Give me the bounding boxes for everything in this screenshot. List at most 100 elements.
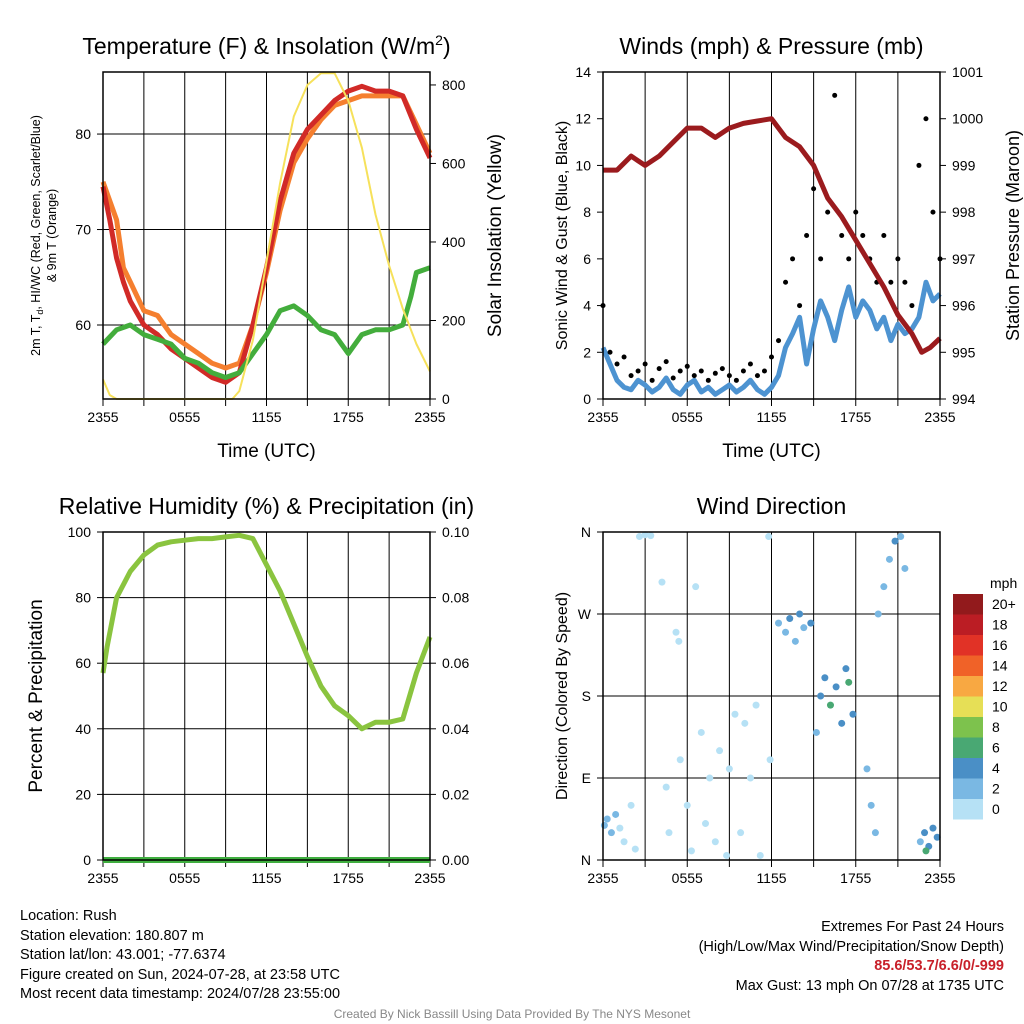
wind-direction-point <box>741 719 749 727</box>
wind-direction-point <box>880 583 888 591</box>
x-tick-label: 2355 <box>414 409 445 425</box>
legend-label: 12 <box>992 678 1008 694</box>
y-tick-label: 80 <box>75 126 91 142</box>
y-axis-label-line2: & 9m T (Orange) <box>45 189 59 282</box>
recent-data-text: Most recent data timestamp: 2024/07/28 2… <box>20 986 341 1002</box>
y-tick-label: 10 <box>575 157 591 173</box>
gust-point <box>804 233 810 238</box>
wind-direction-point <box>922 847 930 855</box>
legend-label: 20+ <box>992 596 1016 612</box>
wind-direction-point <box>838 719 846 727</box>
x-tick-label: 1155 <box>251 409 281 425</box>
wind-direction-point <box>921 829 929 837</box>
legend-swatch <box>953 676 983 697</box>
x-tick-label: 2355 <box>924 870 955 886</box>
wind-direction-point <box>662 783 670 791</box>
wind-direction-point <box>620 838 628 846</box>
gust-point <box>684 363 690 369</box>
x-tick-label: 0555 <box>169 409 200 425</box>
gust-point <box>642 361 648 367</box>
plot-frame <box>102 531 431 861</box>
wind-direction-point <box>845 678 853 686</box>
x-tick-label: 2355 <box>587 870 618 886</box>
gust-point <box>761 368 767 374</box>
wind-direction-point <box>723 851 731 859</box>
gust-point <box>621 354 627 360</box>
gust-point <box>825 209 831 215</box>
legend-label: 10 <box>992 699 1008 715</box>
wind-direction-point <box>842 665 850 673</box>
panel-title: Wind Direction <box>697 493 847 519</box>
gust-point <box>888 279 894 285</box>
location-text: Location: Rush <box>20 908 117 924</box>
x-tick-label: 2355 <box>87 870 118 886</box>
gust-point <box>769 354 774 360</box>
y-tick-label: E <box>582 770 591 786</box>
wind-direction-point <box>612 810 620 818</box>
station-info: Location: Rush Station elevation: 180.80… <box>20 907 340 1005</box>
y-label-part: 2m T, T <box>29 314 43 356</box>
x-tick-label: 1155 <box>756 409 786 425</box>
wind-direction-point <box>683 801 691 809</box>
x-axis-label: Time (UTC) <box>722 441 821 462</box>
gust-point <box>726 373 732 379</box>
y2-tick-label: 997 <box>952 251 976 267</box>
gust-point <box>811 186 817 192</box>
panel-title: Relative Humidity (%) & Precipitation (i… <box>59 493 474 519</box>
y2-tick-label: 800 <box>442 77 466 93</box>
td-line <box>101 265 431 380</box>
title-superscript: 2 <box>435 32 443 48</box>
y-tick-label: 2 <box>583 344 591 360</box>
panel-4: Wind Direction N E S W N 2355 0555 1155 1755 2355 D… <box>554 493 1017 886</box>
y2-tick-label: 1001 <box>952 64 983 80</box>
y2-tick-label: 0.06 <box>442 655 469 671</box>
title-end: ) <box>443 33 451 59</box>
gust-point <box>860 233 866 238</box>
credit-text: Created By Nick Bassill Using Data Provi… <box>333 1007 691 1021</box>
wind-direction-point <box>817 692 825 700</box>
gust-point <box>747 361 753 367</box>
x-tick-label: 1755 <box>840 870 871 886</box>
x-tick-label: 1755 <box>333 409 364 425</box>
legend-swatch <box>953 696 983 717</box>
y2-tick-label: 0.10 <box>442 524 469 540</box>
y-tick-label: 80 <box>75 590 91 606</box>
wind-direction-point <box>607 829 615 837</box>
gust-point <box>895 256 901 262</box>
wind-direction-point <box>658 578 666 586</box>
y2-tick-label: 0.08 <box>442 590 469 606</box>
gust-point <box>818 256 824 262</box>
wind-direction-point <box>775 619 783 627</box>
rh-line <box>100 532 433 732</box>
y2-axis-label: Station Pressure (Maroon) <box>1003 130 1023 341</box>
x-tick-label: 1155 <box>251 870 281 886</box>
x-tick-label: 0555 <box>672 409 703 425</box>
y2-tick-label: 999 <box>952 157 976 173</box>
y2-tick-label: 600 <box>442 155 466 171</box>
y2-tick-label: 1000 <box>952 111 983 127</box>
y2-tick-label: 996 <box>952 298 976 314</box>
legend-swatch <box>953 635 983 656</box>
y-axis-label: Percent & Precipitation <box>26 599 47 792</box>
gust-point <box>712 370 718 376</box>
wind-direction-point <box>711 838 719 846</box>
gust-point <box>656 366 662 372</box>
wind-direction-point <box>929 824 937 832</box>
2m-t-line <box>100 83 433 385</box>
y-tick-label: N <box>581 852 591 868</box>
panel-1: Temperature (F) & Insolation (W/m2) 60 70 8… <box>29 32 506 462</box>
wind-direction-point <box>716 747 724 755</box>
gust-point <box>663 359 669 365</box>
legend-swatch <box>953 655 983 676</box>
y-tick-label: 60 <box>75 655 91 671</box>
wind-direction-point <box>791 637 799 645</box>
legend-swatch <box>953 614 983 635</box>
y-tick-label: 4 <box>583 298 591 314</box>
y2-tick-label: 0.04 <box>442 721 469 737</box>
y2-tick-label: 400 <box>442 234 466 250</box>
wind-direction-point <box>765 533 773 541</box>
gust-point <box>846 256 852 262</box>
y-tick-label: 100 <box>68 524 92 540</box>
gust-point <box>719 366 725 372</box>
x-tick-label: 2355 <box>87 409 118 425</box>
